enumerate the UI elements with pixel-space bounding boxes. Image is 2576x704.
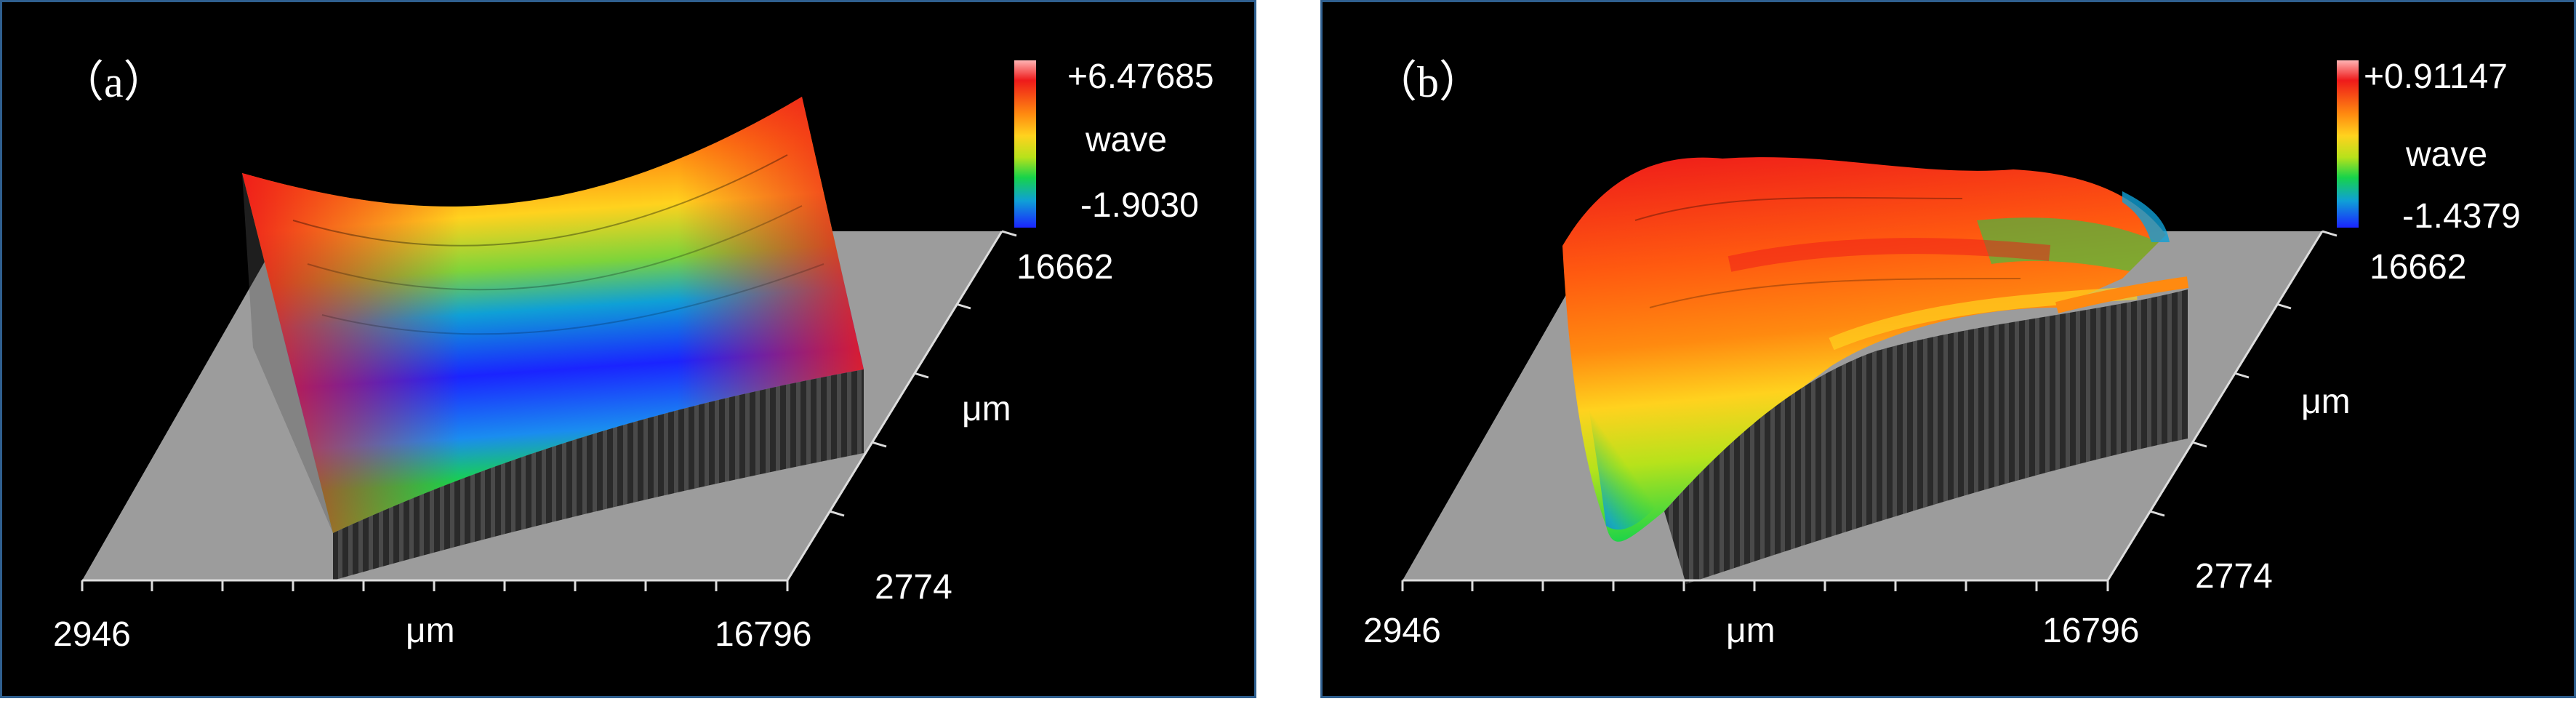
x-axis	[1401, 579, 2109, 591]
colorbar-min-label: -1.9030	[1080, 186, 1199, 225]
colorbar-max-label: +0.91147	[2364, 57, 2508, 96]
y-axis-max-label: 16662	[1016, 248, 1113, 287]
x-axis-min-label: 2946	[1363, 612, 1441, 650]
x-axis-max-label: 16796	[715, 615, 811, 654]
x-axis-unit-label: μm	[1726, 612, 1775, 650]
colorbar-a	[1014, 60, 1036, 228]
x-axis-min-label: 2946	[53, 615, 131, 654]
x-axis	[81, 579, 789, 591]
x-axis-max-label: 16796	[2042, 612, 2139, 650]
colorbar-min-label: -1.4379	[2402, 197, 2521, 236]
colorbar-unit-label: wave	[1085, 121, 1167, 159]
y-axis	[2106, 230, 2338, 581]
y-axis-min-label: 2774	[2195, 557, 2273, 596]
surface-plot-a: （a） +6.47685 wave -1.9030 16662 μm 2774 …	[53, 57, 1214, 654]
y-axis-unit-label: μm	[962, 390, 1011, 428]
colorbar-b	[2337, 60, 2359, 228]
chart-panel-b: （b） +0.91147 wave -1.4379 16662 μm 2774 …	[1320, 0, 2576, 698]
surface-mesh	[242, 97, 864, 580]
x-axis-unit-label: μm	[406, 612, 455, 650]
y-axis-min-label: 2774	[875, 568, 952, 607]
y-axis-max-label: 16662	[2370, 248, 2466, 287]
chart-panel-a: （a） +6.47685 wave -1.9030 16662 μm 2774 …	[0, 0, 1256, 698]
surface-plot-b: （b） +0.91147 wave -1.4379 16662 μm 2774 …	[1363, 57, 2521, 650]
colorbar-unit-label: wave	[2405, 135, 2487, 174]
panel-label: （b）	[1373, 58, 1482, 106]
surface-mesh	[1562, 157, 2189, 584]
colorbar-max-label: +6.47685	[1067, 57, 1214, 96]
y-axis-unit-label: μm	[2301, 383, 2351, 421]
panel-label: （a）	[60, 58, 167, 106]
y-axis	[786, 230, 1017, 581]
